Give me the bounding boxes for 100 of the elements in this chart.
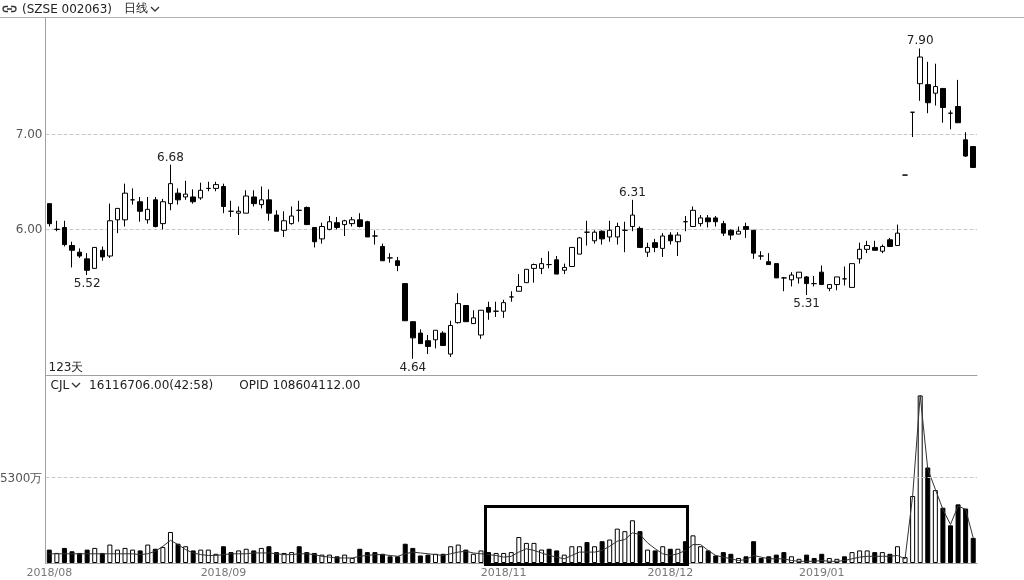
- candlestick: [728, 228, 734, 241]
- candlestick: [607, 220, 612, 243]
- candlestick: [168, 164, 173, 211]
- bar: [145, 544, 151, 563]
- x-tick-label: 2018/12: [647, 566, 694, 579]
- bar: [243, 548, 249, 563]
- candlestick: [880, 244, 885, 254]
- bar: [205, 549, 211, 563]
- candlestick: [486, 301, 491, 321]
- bar: [61, 547, 67, 563]
- annotation: 123天: [48, 360, 84, 374]
- bar: [637, 531, 643, 563]
- candlestick: [183, 180, 188, 201]
- x-tick-label: 2019/01: [798, 566, 845, 579]
- candlestick: [668, 231, 673, 246]
- candlestick: [562, 263, 567, 275]
- candlestick: [433, 329, 438, 349]
- bar: [622, 531, 628, 563]
- candlestick: [577, 236, 582, 255]
- candlestick: [675, 231, 681, 257]
- text: 7.90: [906, 33, 934, 48]
- candlestick: [145, 196, 150, 225]
- candlestick: [100, 245, 105, 262]
- candlestick: [834, 276, 840, 291]
- candlestick: [546, 250, 552, 269]
- candlestick: [304, 206, 310, 226]
- bar: [523, 542, 529, 563]
- candlestick: [342, 219, 347, 237]
- candlestick: [743, 222, 749, 239]
- candlestick: [47, 203, 52, 227]
- candlestick: [963, 131, 968, 158]
- candlestick: [266, 188, 272, 222]
- bar: [652, 550, 658, 563]
- candlestick: [781, 276, 787, 292]
- candlestick: [440, 330, 446, 346]
- bar: [84, 549, 90, 563]
- bar: [220, 546, 226, 563]
- candlestick: [130, 187, 135, 206]
- candlestick: [425, 334, 431, 355]
- candlestick: [645, 242, 650, 258]
- candlestick: [524, 268, 529, 284]
- candlestick: [509, 290, 514, 303]
- candlestick: [584, 220, 590, 247]
- bar: [963, 508, 969, 563]
- candlestick: [630, 199, 635, 232]
- ref-line-label: 5300万: [0, 470, 43, 485]
- candlestick: [910, 111, 915, 138]
- candlestick: [455, 292, 461, 325]
- candlestick: [319, 222, 325, 245]
- text: 6.31: [619, 184, 646, 199]
- bar: [894, 546, 900, 563]
- candlestick: [857, 242, 862, 265]
- candlestick: [463, 305, 469, 323]
- text: CJL: [50, 378, 70, 392]
- bar: [357, 548, 363, 563]
- bar: [236, 550, 242, 563]
- candlestick: [940, 87, 946, 124]
- bar: [516, 537, 522, 563]
- bar: [705, 550, 711, 563]
- candlestick: [895, 224, 900, 247]
- bar: [463, 549, 469, 563]
- candlestick: [804, 275, 809, 296]
- candlestick: [554, 255, 559, 275]
- candlestick: [471, 309, 476, 325]
- candlestick: [811, 275, 817, 287]
- bar: [539, 549, 545, 563]
- candlestick: [751, 229, 756, 260]
- bar: [970, 537, 976, 563]
- candlestick: [660, 232, 665, 258]
- candlestick: [387, 252, 393, 264]
- candlestick: [137, 196, 143, 223]
- bar: [955, 504, 961, 563]
- candlestick: [251, 189, 257, 207]
- candlestick: [160, 198, 166, 230]
- candlestick: [62, 220, 67, 247]
- bar: [864, 550, 870, 563]
- bar: [614, 528, 620, 563]
- text: 6.68: [157, 149, 184, 164]
- bar: [46, 549, 52, 563]
- candlestick: [243, 189, 249, 214]
- candlestick: [236, 206, 241, 236]
- candlestick: [872, 240, 878, 251]
- bar: [758, 557, 764, 563]
- x-tick-label: 2018/11: [480, 566, 527, 579]
- candlestick: [531, 263, 537, 284]
- candlestick: [365, 220, 370, 238]
- candlestick: [84, 252, 90, 276]
- candlestick: [213, 181, 219, 192]
- bar: [122, 547, 128, 563]
- candlestick: [77, 247, 82, 259]
- x-tick-label: 2018/09: [200, 566, 247, 579]
- candlestick: [789, 271, 794, 287]
- candlestick: [402, 283, 408, 322]
- bar: [690, 535, 696, 563]
- candlestick: [357, 212, 363, 228]
- bar: [667, 548, 673, 563]
- bar: [531, 542, 537, 563]
- candlestick: [774, 263, 779, 279]
- bar: [92, 547, 98, 563]
- candlestick: [228, 200, 234, 218]
